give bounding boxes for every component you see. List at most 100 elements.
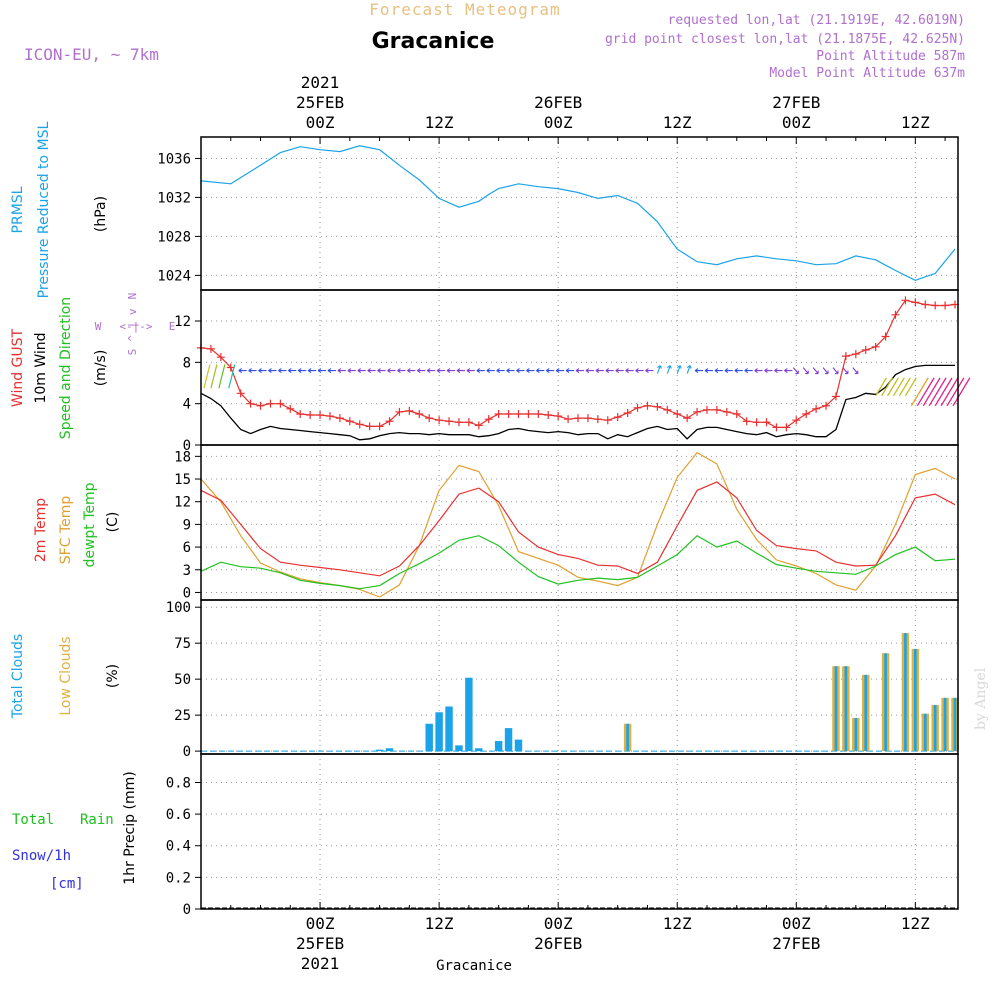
total-cloud-bar	[933, 705, 937, 752]
wind-dir-arrow	[436, 368, 446, 374]
gust-marker	[256, 401, 265, 410]
gust-marker	[484, 415, 493, 424]
total-cloud-bar	[494, 741, 503, 752]
gust-marker	[395, 407, 404, 416]
gust-marker	[405, 406, 414, 415]
wind-dir-arrow	[203, 364, 211, 389]
gust-marker	[603, 416, 612, 425]
wind-dir-arrow	[337, 368, 346, 374]
wind-dir-arrow	[575, 368, 585, 374]
wind-dir-arrow	[476, 368, 485, 374]
gust-marker	[822, 401, 831, 410]
wind-dir-arrow	[656, 365, 662, 374]
y-tick-label: 50	[174, 672, 191, 688]
gust-marker	[216, 353, 225, 362]
total-cloud-bar	[385, 748, 394, 752]
gust-marker	[325, 412, 334, 421]
wind-dir-arrow	[426, 368, 436, 374]
wind-dir-arrow	[456, 368, 465, 374]
gust-marker	[583, 414, 592, 423]
pressure-label-2: Pressure Reduced to MSL	[36, 121, 52, 298]
wind-dir-arrow	[694, 368, 704, 374]
watermark: by Angel	[973, 667, 989, 730]
y-tick-label: 25	[174, 708, 191, 724]
wind-dir-arrow	[545, 368, 555, 374]
x-tick-label-bottom: 12Z	[663, 914, 692, 933]
wind-dir-arrow	[218, 364, 226, 389]
gust-marker	[385, 417, 394, 426]
x-tick-label-top: 27FEB	[772, 93, 820, 112]
wind-dir-arrow	[666, 365, 672, 374]
y-tick-label: 1032	[157, 190, 191, 206]
gust-marker	[494, 410, 503, 418]
rain-label: Rain	[80, 812, 114, 828]
x-tick-label-top: 25FEB	[296, 93, 344, 112]
gust-marker	[702, 405, 711, 414]
total-cloud-bar	[455, 745, 463, 752]
wind-dir-arrow	[555, 368, 565, 374]
wind-dir-arrow	[744, 368, 753, 374]
wind-dir-arrow	[407, 368, 416, 374]
wind-dir-arrow	[506, 368, 515, 374]
total-cloud-bar	[923, 713, 927, 752]
gust-line	[200, 299, 956, 428]
wind-dir-arrow	[248, 368, 257, 374]
dewpt-line	[200, 534, 956, 590]
gust-label: Wind GUST	[10, 328, 26, 407]
grid-point-coords: grid point closest lon,lat (21.1875E, 42…	[605, 32, 965, 47]
y-tick-label: 3	[183, 563, 191, 579]
wind-dir-arrow	[704, 368, 713, 374]
footer-station: Gracanice	[436, 958, 512, 974]
x-tick-label-top: 12Z	[425, 113, 454, 132]
wind-speed-line	[200, 364, 955, 441]
gust-marker	[673, 410, 682, 418]
total-label: Total	[12, 812, 54, 828]
wind-dir-arrow	[446, 368, 456, 374]
wind-dir-arrow	[946, 377, 965, 407]
total-cloud-bar	[953, 697, 957, 752]
y-tick-label: 12	[174, 495, 191, 511]
sfc-temp-label: SFC Temp	[58, 496, 74, 565]
total-cloud-bar	[445, 706, 453, 752]
wind-dir-arrow	[940, 377, 959, 407]
wind-dir-arrow	[486, 368, 495, 374]
gust-marker	[841, 352, 850, 361]
y-tick-label: 0	[183, 744, 191, 760]
x-tick-label-bottom: 00Z	[306, 914, 335, 933]
gust-marker	[316, 411, 325, 420]
gust-marker	[296, 410, 305, 418]
gust-marker	[772, 423, 781, 432]
x-tick-label-top: 00Z	[306, 113, 335, 132]
gust-marker	[435, 416, 444, 425]
y-tick-label: 15	[174, 472, 191, 488]
wind-dir-arrow	[784, 368, 793, 374]
gust-marker	[643, 401, 652, 410]
total-cloud-bar	[435, 712, 443, 752]
wind-dir-arrow	[526, 368, 535, 374]
gust-marker	[881, 332, 890, 341]
pressure-line	[200, 145, 956, 281]
wind-dir-arrow	[887, 377, 899, 397]
gust-marker	[851, 350, 860, 359]
wind-dir-arrow	[210, 364, 218, 389]
wind-dir-arrow	[536, 368, 545, 374]
total-cloud-bar	[465, 677, 473, 752]
wind-dir-arrow	[615, 368, 624, 374]
wind-dir-arrow	[387, 368, 396, 374]
y-tick-label: 0	[183, 585, 191, 601]
y-tick-label: 1036	[157, 151, 191, 167]
wind-dir-arrow	[516, 368, 525, 374]
clouds-unit: (%)	[105, 664, 121, 688]
gust-marker	[206, 344, 215, 353]
wind-dir-arrow	[676, 365, 682, 374]
wind-dir-arrow	[635, 368, 644, 374]
gust-marker	[901, 296, 910, 305]
model-altitude: Model Point Altitude 637m	[769, 66, 965, 81]
wind-dir-arrow	[595, 368, 604, 374]
x-tick-label-bottom: 26FEB	[534, 934, 582, 953]
y-tick-label: 6	[183, 540, 191, 556]
wind-dir-arrow	[904, 377, 917, 397]
gust-marker	[742, 417, 751, 426]
gust-marker	[861, 345, 870, 354]
gust-marker	[564, 415, 573, 424]
